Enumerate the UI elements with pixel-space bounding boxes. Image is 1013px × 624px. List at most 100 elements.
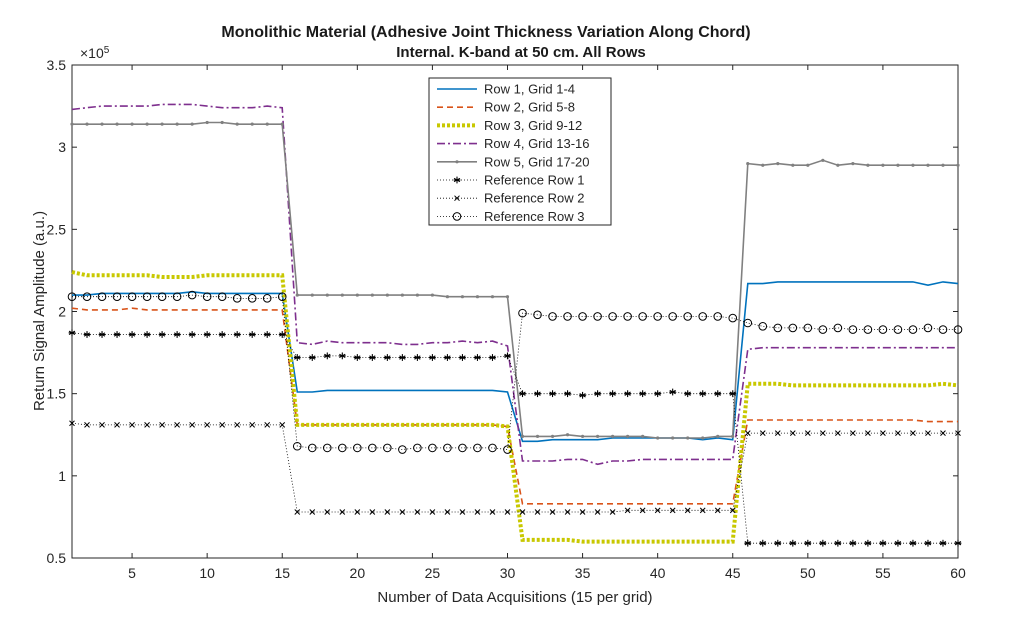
data-point xyxy=(383,354,391,361)
data-point xyxy=(277,292,287,302)
data-point xyxy=(429,509,436,515)
data-point xyxy=(684,390,692,398)
data-point xyxy=(549,509,556,515)
data-point xyxy=(806,163,810,167)
legend-label: Reference Row 3 xyxy=(484,209,584,224)
data-point xyxy=(130,122,134,126)
data-point xyxy=(339,509,346,515)
data-point xyxy=(114,422,120,428)
data-point xyxy=(444,354,451,361)
data-point xyxy=(714,507,721,514)
data-point xyxy=(639,390,647,398)
data-point xyxy=(415,293,419,297)
data-point xyxy=(158,331,166,338)
data-point xyxy=(669,388,677,396)
data-point xyxy=(549,390,556,398)
data-point xyxy=(746,162,750,166)
data-point xyxy=(518,308,527,318)
data-point xyxy=(774,539,782,547)
data-point xyxy=(83,331,91,338)
data-point xyxy=(611,434,615,438)
data-point xyxy=(638,312,647,321)
chart-subtitle: Internal. K-band at 50 cm. All Rows xyxy=(396,44,646,61)
data-point xyxy=(235,122,239,126)
data-point xyxy=(455,160,459,164)
data-point xyxy=(459,509,466,515)
data-point xyxy=(142,292,152,302)
data-point xyxy=(668,312,677,321)
y-tick-label: 1 xyxy=(58,468,66,484)
data-point xyxy=(233,331,241,338)
data-point xyxy=(460,295,465,299)
data-point xyxy=(608,312,617,321)
data-point xyxy=(355,293,359,297)
data-point xyxy=(175,122,179,126)
data-point xyxy=(653,312,662,321)
data-point xyxy=(445,295,450,299)
data-point xyxy=(699,507,706,514)
data-point xyxy=(414,509,421,515)
data-point xyxy=(488,443,497,453)
legend-label: Reference Row 2 xyxy=(484,191,584,206)
data-point xyxy=(744,539,752,547)
x-tick-label: 15 xyxy=(274,565,290,581)
data-point xyxy=(623,312,632,321)
data-point xyxy=(821,158,825,162)
data-point xyxy=(504,352,511,360)
data-point xyxy=(908,325,918,334)
data-point xyxy=(533,310,542,320)
x-tick-label: 35 xyxy=(575,565,591,581)
x-tick-label: 40 xyxy=(650,565,666,581)
data-point xyxy=(489,509,496,515)
data-point xyxy=(924,539,932,547)
data-point xyxy=(804,539,812,547)
data-point xyxy=(535,434,540,438)
data-point xyxy=(112,292,122,302)
data-point xyxy=(866,163,870,167)
data-point xyxy=(593,312,602,321)
data-point xyxy=(848,325,858,334)
legend-entry: Reference Row 2 xyxy=(437,191,584,206)
data-point xyxy=(729,507,736,514)
x-tick-label: 10 xyxy=(199,565,215,581)
data-point xyxy=(115,122,119,126)
data-point xyxy=(157,292,167,302)
data-point xyxy=(292,441,302,451)
legend: Row 1, Grid 1-4 Row 2, Grid 5-8 Row 3, Gri… xyxy=(428,77,612,226)
data-point xyxy=(84,422,90,428)
data-point xyxy=(684,507,691,514)
x-tick-label: 30 xyxy=(500,565,516,581)
data-point xyxy=(743,318,753,328)
series-layer xyxy=(67,103,963,547)
data-point xyxy=(490,295,495,299)
data-point xyxy=(204,422,211,428)
data-point xyxy=(172,292,182,302)
data-point xyxy=(534,509,541,515)
data-point xyxy=(788,323,798,333)
data-point xyxy=(232,294,242,303)
x-tick-label: 45 xyxy=(725,565,741,581)
data-point xyxy=(941,163,945,167)
data-point xyxy=(278,331,286,338)
x-tick-label: 5 xyxy=(128,565,136,581)
data-point xyxy=(452,212,462,221)
data-point xyxy=(263,331,271,338)
data-point xyxy=(128,331,136,338)
data-point xyxy=(247,294,257,303)
data-point xyxy=(160,122,164,126)
legend-label: Reference Row 1 xyxy=(484,173,584,188)
data-point xyxy=(758,321,768,331)
legend-entry: Reference Row 1 xyxy=(437,173,584,188)
legend-entry: Row 4, Grid 13-16 xyxy=(437,136,590,151)
data-point xyxy=(503,445,512,454)
data-point xyxy=(880,430,886,436)
data-point xyxy=(955,430,961,436)
data-point xyxy=(776,162,780,166)
series-2 xyxy=(71,307,958,505)
data-point xyxy=(474,509,481,515)
legend-label: Row 2, Grid 5-8 xyxy=(484,100,575,115)
data-point xyxy=(98,331,106,338)
data-point xyxy=(129,422,135,428)
data-point xyxy=(954,539,962,547)
